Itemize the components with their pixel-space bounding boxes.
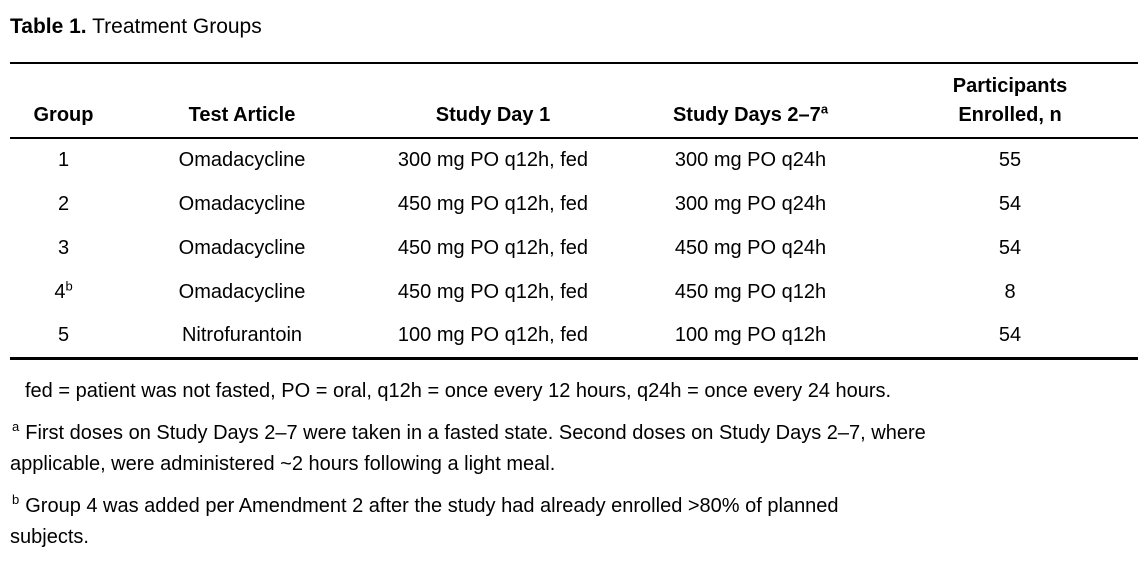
cell-study-days-2-7: 450 mg PO q24h <box>674 236 827 259</box>
table-row: 1 Omadacycline 300 mg PO q12h, fed 300 m… <box>10 138 1138 182</box>
footnotes-section: fed = patient was not fasted, PO = oral,… <box>10 376 1138 553</box>
cell-participants-enrolled: 54 <box>998 192 1022 215</box>
col-header-participants-line2: Enrolled, n <box>958 104 1062 126</box>
col-header-participants: Participants Enrolled, n <box>882 63 1138 138</box>
cell-study-day-1: 100 mg PO q12h, fed <box>397 323 589 346</box>
footnote-a-line1: a First doses on Study Days 2–7 were take… <box>10 418 1138 449</box>
col-header-test-article-label: Test Article <box>188 104 296 126</box>
header-row: Group Test Article Study Day 1 Study Day… <box>10 63 1138 138</box>
cell-study-days-2-7: 300 mg PO q24h <box>674 192 827 215</box>
footnote-b-marker: b <box>12 491 20 507</box>
cell-group: 5 <box>10 314 117 358</box>
table-header: Group Test Article Study Day 1 Study Day… <box>10 63 1138 138</box>
table-body: 1 Omadacycline 300 mg PO q12h, fed 300 m… <box>10 138 1138 358</box>
page-root: Table 1. Treatment Groups Group Test Art… <box>0 13 1148 553</box>
footnote-a-text-line1: First doses on Study Days 2–7 were taken… <box>25 421 926 444</box>
col-header-study-day-1: Study Day 1 <box>367 63 619 138</box>
group-value: 1 <box>57 149 70 171</box>
footnote-a-marker: a <box>12 418 20 434</box>
col-header-group: Group <box>10 63 117 138</box>
footnote-a: a First doses on Study Days 2–7 were take… <box>10 418 1138 480</box>
cell-study-day-1: 450 mg PO q12h, fed <box>397 236 589 259</box>
col-header-participants-line1: Participants <box>952 75 1068 97</box>
footnote-b-text-line1: Group 4 was added per Amendment 2 after … <box>25 494 839 517</box>
group-value: 5 <box>57 323 70 346</box>
table-row: 4b Omadacycline 450 mg PO q12h, fed 450 … <box>10 270 1138 314</box>
cell-participants-enrolled: 55 <box>998 149 1022 171</box>
cell-participants-enrolled: 54 <box>998 236 1022 259</box>
table-row: 2 Omadacycline 450 mg PO q12h, fed 300 m… <box>10 182 1138 226</box>
cell-study-day-1: 450 mg PO q12h, fed <box>397 192 589 215</box>
col-header-group-label: Group <box>33 104 94 126</box>
footnote-a-reference: a <box>820 101 829 117</box>
footnote-b: b Group 4 was added per Amendment 2 after… <box>10 491 1138 553</box>
footnote-b-line2: subjects. <box>10 525 89 548</box>
cell-test-article: Omadacycline <box>178 192 306 215</box>
table-number-label: Table 1. <box>10 15 87 38</box>
group-value: 2 <box>57 192 70 215</box>
cell-test-article: Omadacycline <box>178 149 306 171</box>
cell-study-days-2-7: 100 mg PO q12h <box>674 323 827 346</box>
group-value: 4 <box>54 280 66 303</box>
footnote-a-line2: applicable, were administered ~2 hours f… <box>10 452 556 475</box>
col-header-study-day-1-label: Study Day 1 <box>435 104 551 126</box>
table-row: 5 Nitrofurantoin 100 mg PO q12h, fed 100… <box>10 314 1138 358</box>
cell-test-article: Nitrofurantoin <box>181 323 303 346</box>
table-row: 3 Omadacycline 450 mg PO q12h, fed 450 m… <box>10 226 1138 270</box>
cell-study-days-2-7: 450 mg PO q12h <box>674 280 827 303</box>
treatment-groups-table: Group Test Article Study Day 1 Study Day… <box>10 62 1138 360</box>
group-footnote-marker: b <box>65 277 73 293</box>
cell-group: 3 <box>10 226 117 270</box>
cell-study-day-1: 300 mg PO q12h, fed <box>397 149 589 171</box>
cell-participants-enrolled: 54 <box>998 323 1022 346</box>
group-value: 3 <box>57 236 70 259</box>
cell-study-days-2-7: 300 mg PO q24h <box>674 149 827 171</box>
cell-group: 4b <box>10 270 117 314</box>
table-title: Table 1. Treatment Groups <box>10 13 1138 40</box>
col-header-test-article: Test Article <box>117 63 367 138</box>
table-title-text: Treatment Groups <box>92 15 262 38</box>
cell-test-article: Omadacycline <box>178 236 306 259</box>
footnote-abbreviations: fed = patient was not fasted, PO = oral,… <box>25 379 892 402</box>
col-header-study-days-2-7: Study Days 2–7a <box>619 63 882 138</box>
cell-study-day-1: 450 mg PO q12h, fed <box>397 280 589 303</box>
footnote-b-line1: b Group 4 was added per Amendment 2 after… <box>10 491 1138 522</box>
cell-test-article: Omadacycline <box>178 280 306 303</box>
cell-participants-enrolled: 8 <box>1004 280 1016 303</box>
cell-group: 1 <box>10 138 117 182</box>
cell-group: 2 <box>10 182 117 226</box>
col-header-study-days-2-7-label: Study Days 2–7 <box>672 104 821 126</box>
